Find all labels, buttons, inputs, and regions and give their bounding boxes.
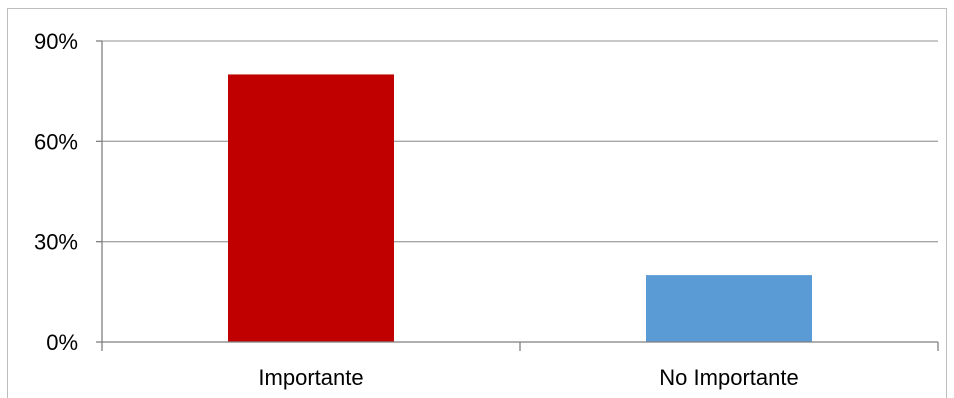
- y-tick-label: 60%: [34, 129, 78, 154]
- bars: [228, 74, 812, 342]
- y-tick-label: 30%: [34, 230, 78, 255]
- x-tick-label: No Importante: [659, 365, 798, 390]
- gridlines: [102, 40, 938, 243]
- x-tick-label: Importante: [258, 365, 363, 390]
- bar-no-importante: [646, 275, 812, 342]
- y-tick-label: 90%: [34, 29, 78, 54]
- axis-labels: 0% 30% 60% 90% Importante No Importante: [34, 29, 799, 390]
- bar-importante: [228, 74, 394, 342]
- chart-frame: [7, 8, 947, 398]
- axes: [96, 40, 939, 351]
- y-tick-label: 0%: [46, 330, 78, 355]
